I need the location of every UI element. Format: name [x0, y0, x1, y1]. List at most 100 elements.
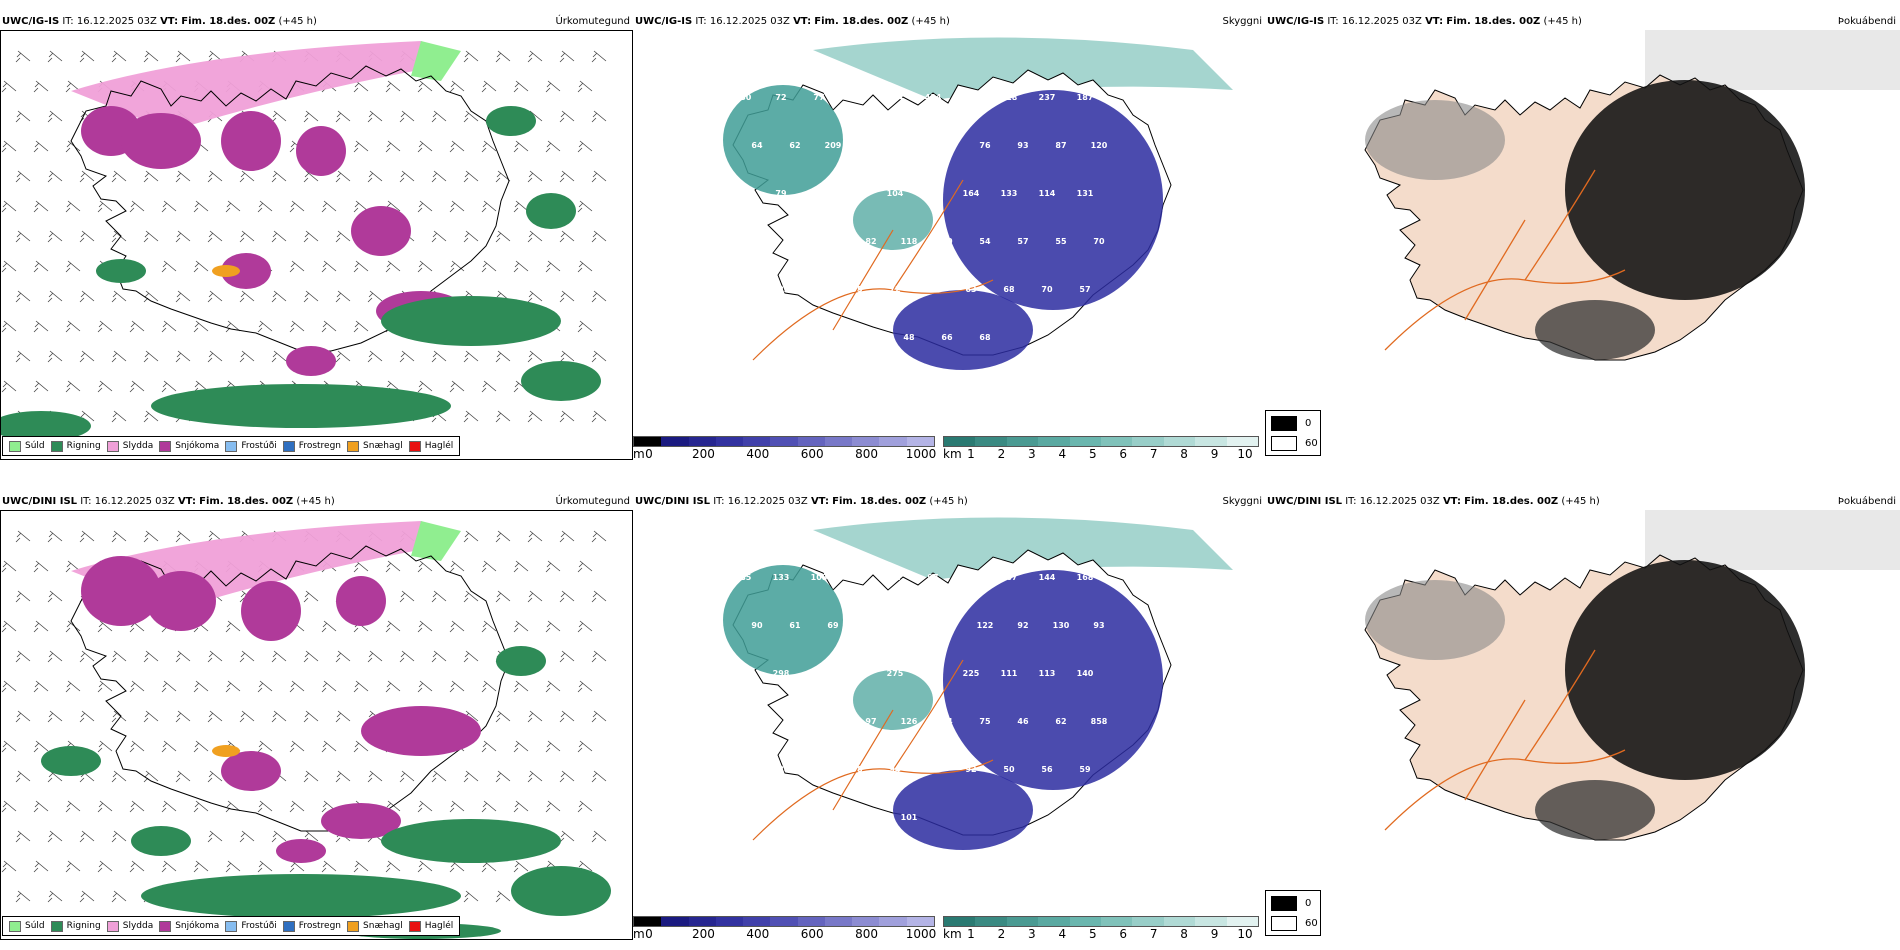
cloud-base-label: 90 [751, 621, 763, 630]
cloud-base-label: 77 [813, 93, 824, 102]
legend-label: Snjókoma [175, 921, 220, 931]
panel-header: UWC/IG-IS IT: 16.12.2025 03Z VT: Fim. 18… [1265, 14, 1900, 30]
cloud-base-label: 52 [827, 717, 838, 726]
cloud-base-label: 114 [1039, 189, 1056, 198]
cloud-base-label: 90 [737, 669, 749, 678]
legend-swatch [282, 920, 295, 932]
colorbar-segment [1006, 437, 1039, 446]
rain-area [41, 746, 101, 776]
cloud-base-label: 58 [789, 813, 801, 822]
cloud-base-label: 298 [773, 669, 790, 678]
vt-value: Fim. 18.des. 00Z [181, 16, 276, 27]
colorbar-segment [944, 917, 976, 926]
colorbar-ticks: 0 200 400 600 800 1000 [633, 447, 936, 461]
colorbar-tick: 8 [1180, 447, 1188, 461]
cloud-base-label: 66 [941, 333, 953, 342]
cloud-cover-area [943, 570, 1163, 790]
it-value: 16.12.2025 03Z [76, 16, 157, 27]
colorbar-segment [743, 917, 771, 926]
cloud-base-label: 75 [979, 717, 991, 726]
it-value: 16.12.2025 03Z [727, 496, 808, 507]
cloud-base-label: 64 [941, 717, 953, 726]
cloud-base-label: 100 [925, 669, 942, 678]
it-value: 16.12.2025 03Z [94, 496, 175, 507]
cloud-base-label: 79 [775, 189, 787, 198]
colorbar-tick: 800 [855, 447, 879, 461]
cloud-base-label: 82 [889, 573, 900, 582]
road-network [1384, 169, 1626, 351]
snow-area [276, 839, 326, 863]
colorbar-segment [1101, 917, 1133, 926]
colorbar-segment [1132, 917, 1164, 926]
visibility-map: 150 72 77 100 204 434 92 128 237 187 64 62 209 68 156 1… [633, 30, 1265, 430]
colorbar-segment [906, 917, 934, 926]
cloud-base-label: 63 [965, 285, 976, 294]
colorbar-ticks: 1 2 3 4 5 6 7 8 9 10 [943, 927, 1259, 941]
it-value: 16.12.2025 03Z [1359, 496, 1440, 507]
cloud-base-label: 150 [735, 93, 752, 102]
cloud-base-label: 140 [1077, 669, 1094, 678]
colorbar-tick: 3 [1028, 927, 1036, 941]
panel-header: UWC/IG-IS IT: 16.12.2025 03Z VT: Fim. 18… [0, 14, 633, 30]
cloud-base-label: 62 [813, 189, 824, 198]
cloud-base-label: 50 [865, 333, 877, 342]
colorbar-segment [879, 437, 907, 446]
colorbar-segment [1195, 437, 1227, 446]
cloud-base-label: 167 [1001, 573, 1018, 582]
cloud-base-label: 130 [1053, 621, 1070, 630]
colorbar-unit: km [943, 447, 962, 461]
cloud-cover-area [893, 290, 1033, 370]
road-network [752, 659, 994, 841]
legend-item: Rigning [50, 920, 101, 932]
colorbar-segment [797, 917, 825, 926]
snow-pellet-area [212, 745, 240, 757]
colorbar-tick: 4 [1058, 447, 1067, 461]
panel-title: Þokuábendi [1837, 496, 1896, 507]
colorbar-tick: 800 [855, 927, 879, 941]
vt-label: VT: [793, 16, 812, 27]
colorbar-tick: 1 [967, 447, 975, 461]
rain-area [511, 866, 611, 916]
cloud-base-label: 69 [827, 621, 839, 630]
cloud-base-label: 55 [751, 333, 763, 342]
legend-label: Slydda [122, 921, 154, 931]
colorbar-tick: 4 [1058, 927, 1067, 941]
cloud-base-label: 204 [887, 93, 904, 102]
fog-legend-item: 0 [1271, 896, 1311, 911]
cloud-base-label: 92 [965, 765, 976, 774]
cloud-base-label: 122 [735, 765, 752, 774]
colorbar-tick: 200 [691, 447, 715, 461]
legend-swatch [225, 920, 238, 932]
snow-area [336, 576, 386, 626]
cloud-base-label: 97 [865, 717, 876, 726]
it-label: IT: [713, 496, 725, 507]
legend-label: Súld [25, 921, 45, 931]
vt-value: Fim. 18.des. 00Z [1446, 16, 1541, 27]
cloud-base-label: 434 [925, 93, 942, 102]
colorbar-tick: 3 [1028, 447, 1036, 461]
precip-map-svg [1, 521, 611, 939]
legend-label: Súld [25, 441, 45, 451]
cloud-base-label: 120 [1091, 141, 1108, 150]
it-label: IT: [62, 16, 74, 27]
cloud-base-label: 94 [889, 765, 901, 774]
legend-label: Frostregn [298, 441, 342, 451]
cloud-base-label: 62 [903, 621, 914, 630]
cloud-cover-area [853, 670, 933, 730]
legend-item: Frostregn [282, 920, 341, 932]
colorbar-bar [633, 436, 935, 447]
colorbar-tick: 10 [1237, 447, 1253, 461]
cloud-base-label: 108 [863, 621, 880, 630]
lead-time: (+45 h) [278, 16, 317, 27]
cloud-base-label: 61 [827, 333, 839, 342]
legend-swatch [159, 920, 172, 932]
colorbar-tick: 1 [967, 927, 975, 941]
vt-label: VT: [1442, 496, 1461, 507]
cloud-base-label: 118 [901, 237, 918, 246]
low-visibility-area [813, 37, 1233, 100]
cloud-base-label: 209 [825, 141, 842, 150]
legend-item: Rigning [50, 440, 101, 452]
colorbar-segment [824, 917, 853, 926]
colorbar-segment [661, 437, 689, 446]
visibility-colorbar: km 1 2 3 4 5 6 7 8 9 10 [943, 916, 1259, 950]
